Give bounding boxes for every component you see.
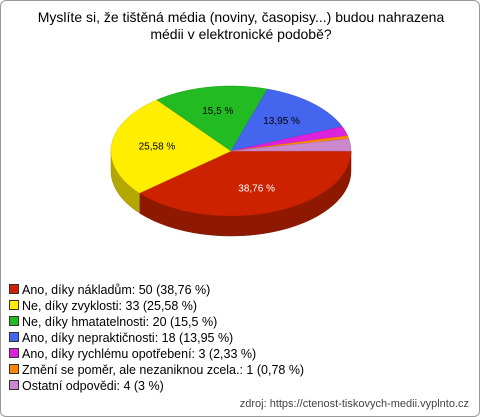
legend-label: Ano, díky nepraktičnosti: 18 (13,95 %) xyxy=(22,331,234,345)
legend-label: Ano, díky rychlému opotřebení: 3 (2,33 %… xyxy=(22,347,257,361)
slice xyxy=(230,126,348,152)
legend-entry: Ostatní odpovědi: 4 (3 %) xyxy=(9,378,304,394)
legend-swatch xyxy=(9,332,19,342)
slice xyxy=(156,85,268,152)
legend: Ano, díky nákladům: 50 (38,76 %) Ne, díky… xyxy=(9,282,304,394)
legend-label: Ne, díky zvyklosti: 33 (25,58 %) xyxy=(22,299,198,313)
legend-swatch xyxy=(9,284,19,294)
slice xyxy=(138,150,352,217)
pie-area: 38,76 % 25,58 % 15,5 % 13,95 % xyxy=(110,85,352,237)
legend-entry: Změní se poměr, ale nezaniknou zcela.: 1… xyxy=(9,362,304,378)
legend-swatch xyxy=(9,300,19,310)
legend-swatch xyxy=(9,348,19,358)
legend-swatch xyxy=(9,380,19,390)
chart-title: Myslíte si, že tištěná média (noviny, ča… xyxy=(37,9,445,42)
legend-label: Změní se poměr, ale nezaniknou zcela.: 1… xyxy=(22,363,305,377)
legend-swatch xyxy=(9,364,19,374)
legend-entry: Ano, díky nepraktičnosti: 18 (13,95 %) xyxy=(9,330,304,346)
slice xyxy=(230,88,343,152)
slice xyxy=(230,138,352,152)
legend-entry: Ano, díky nákladům: 50 (38,76 %) xyxy=(9,282,304,298)
legend-label: Ne, díky hmatatelnosti: 20 (15,5 %) xyxy=(22,315,218,329)
legend-entry: Ano, díky rychlému opotřebení: 3 (2,33 %… xyxy=(9,346,304,362)
source: zdroj: https://ctenost-tiskovych-medii.v… xyxy=(239,398,469,410)
slice-label: 25,58 % xyxy=(139,142,176,153)
legend-label: Ostatní odpovědi: 4 (3 %) xyxy=(22,379,164,393)
slice-label: 13,95 % xyxy=(263,116,300,127)
legend-entry: Ne, díky hmatatelnosti: 20 (15,5 %) xyxy=(9,314,304,330)
slice xyxy=(110,99,232,194)
slice-label: 38,76 % xyxy=(238,183,275,194)
legend-entry: Ne, díky zvyklosti: 33 (25,58 %) xyxy=(9,298,304,314)
legend-label: Ano, díky nákladům: 50 (38,76 %) xyxy=(22,283,211,297)
slice-label: 15,5 % xyxy=(202,106,233,117)
legend-swatch xyxy=(9,316,19,326)
